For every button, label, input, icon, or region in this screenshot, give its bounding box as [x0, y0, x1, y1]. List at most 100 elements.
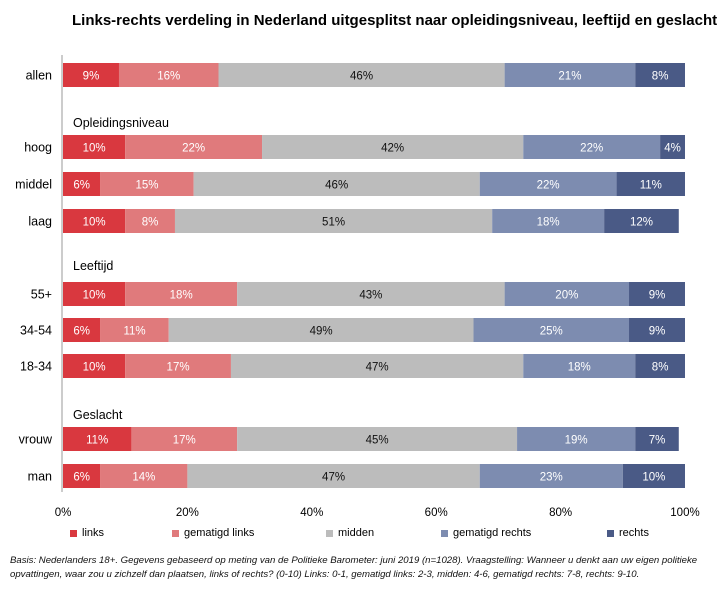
- legend-swatch: [70, 529, 77, 537]
- legend-item: midden: [326, 527, 374, 539]
- legend-item: rechts: [607, 527, 649, 539]
- legend-label: gematigd rechts: [453, 527, 532, 539]
- chart-title: Links-rechts verdeling in Nederland uitg…: [72, 12, 718, 29]
- data-label: 47%: [366, 362, 389, 374]
- bar-segment-links: [63, 209, 126, 233]
- bar-segment-midden: [262, 135, 524, 159]
- legend-item: gematigd links: [172, 527, 254, 539]
- legend-item: links: [70, 527, 104, 539]
- category-label: 55+: [31, 288, 52, 302]
- data-label: 25%: [540, 326, 563, 338]
- data-label: 6%: [73, 180, 90, 192]
- bar-segment-gematigd-rechts: [473, 318, 630, 342]
- legend-swatch: [441, 529, 448, 537]
- bar-segment-gematigd-links: [125, 354, 231, 378]
- data-label: 21%: [558, 71, 581, 83]
- x-tick-label: 40%: [300, 507, 323, 519]
- category-label: hoog: [24, 141, 52, 155]
- data-label: 8%: [142, 217, 159, 229]
- bar-segment-gematigd-links: [118, 63, 219, 87]
- legend-label: links: [82, 527, 105, 539]
- data-label: 49%: [310, 326, 333, 338]
- data-label: 43%: [359, 290, 382, 302]
- data-label: 18%: [568, 362, 591, 374]
- data-label: 22%: [182, 143, 205, 155]
- bar-segment-gematigd-rechts: [479, 464, 623, 488]
- legend-swatch: [172, 529, 179, 537]
- data-label: 7%: [649, 435, 666, 447]
- data-label: 22%: [580, 143, 603, 155]
- data-label: 16%: [157, 71, 180, 83]
- data-label: 11%: [123, 326, 145, 338]
- bar-segment-gematigd-links: [100, 464, 188, 488]
- bar-segment-links: [63, 354, 126, 378]
- bar-segment-rechts: [660, 135, 685, 159]
- bar-segment-gematigd-links: [100, 318, 169, 342]
- footnote: Basis: Nederlanders 18+. Gegevens gebase…: [10, 555, 698, 580]
- bar-segment-links: [63, 464, 101, 488]
- bar-segment-links: [63, 427, 132, 451]
- data-label: 9%: [649, 290, 666, 302]
- legend-label: rechts: [619, 527, 649, 539]
- x-tick-label: 20%: [176, 507, 199, 519]
- bar-segment-midden: [237, 427, 518, 451]
- legend-item: gematigd rechts: [441, 527, 531, 539]
- data-label: 11%: [86, 435, 108, 447]
- data-label: 10%: [83, 290, 106, 302]
- data-label: 10%: [83, 143, 106, 155]
- data-label: 10%: [642, 472, 665, 484]
- category-label: laag: [28, 215, 52, 229]
- bar-segment-rechts: [635, 354, 685, 378]
- category-label: allen: [26, 69, 52, 83]
- category-label: middel: [15, 178, 52, 192]
- data-label: 18%: [537, 217, 560, 229]
- legend-swatch: [326, 529, 333, 537]
- x-tick-label: 80%: [549, 507, 572, 519]
- bar-segment-gematigd-links: [125, 209, 175, 233]
- bar-segment-midden: [174, 209, 493, 233]
- data-label: 9%: [83, 71, 100, 83]
- data-label: 10%: [83, 217, 106, 229]
- data-label: 51%: [322, 217, 345, 229]
- category-label: 18-34: [20, 360, 52, 374]
- bar-segment-rechts: [629, 282, 685, 306]
- category-label: 34-54: [20, 324, 52, 338]
- bar-segment-gematigd-links: [125, 282, 238, 306]
- bar-segment-gematigd-rechts: [523, 135, 661, 159]
- bar-segment-gematigd-links: [125, 135, 263, 159]
- data-label: 9%: [649, 326, 666, 338]
- data-label: 19%: [565, 435, 588, 447]
- category-label: man: [28, 470, 52, 484]
- bar-segment-midden: [168, 318, 474, 342]
- bar-segment-rechts: [635, 427, 679, 451]
- bar-segment-links: [63, 318, 101, 342]
- data-label: 22%: [537, 180, 560, 192]
- data-label: 6%: [73, 326, 90, 338]
- data-label: 20%: [555, 290, 578, 302]
- bar-segment-links: [63, 172, 101, 196]
- category-label: vrouw: [19, 433, 53, 447]
- data-label: 46%: [350, 71, 373, 83]
- legend-label: midden: [338, 527, 375, 539]
- data-label: 45%: [366, 435, 389, 447]
- bar-segment-gematigd-rechts: [479, 172, 617, 196]
- bar-segment-rechts: [604, 209, 679, 233]
- bar-segment-links: [63, 135, 126, 159]
- bar-segment-rechts: [622, 464, 685, 488]
- bar-segment-midden: [230, 354, 524, 378]
- bar-segment-rechts: [635, 63, 685, 87]
- x-tick-label: 100%: [670, 507, 699, 519]
- bar-segment-midden: [237, 282, 505, 306]
- x-tick-label: 0%: [55, 507, 72, 519]
- group-label: Opleidingsniveau: [73, 116, 169, 130]
- bar-segment-midden: [218, 63, 505, 87]
- data-label: 17%: [167, 362, 190, 374]
- bar-segment-gematigd-rechts: [517, 427, 636, 451]
- bar-segment-gematigd-links: [100, 172, 194, 196]
- data-label: 18%: [170, 290, 193, 302]
- data-label: 23%: [540, 472, 563, 484]
- bar-segment-midden: [193, 172, 480, 196]
- group-label: Geslacht: [73, 408, 123, 422]
- data-label: 47%: [322, 472, 345, 484]
